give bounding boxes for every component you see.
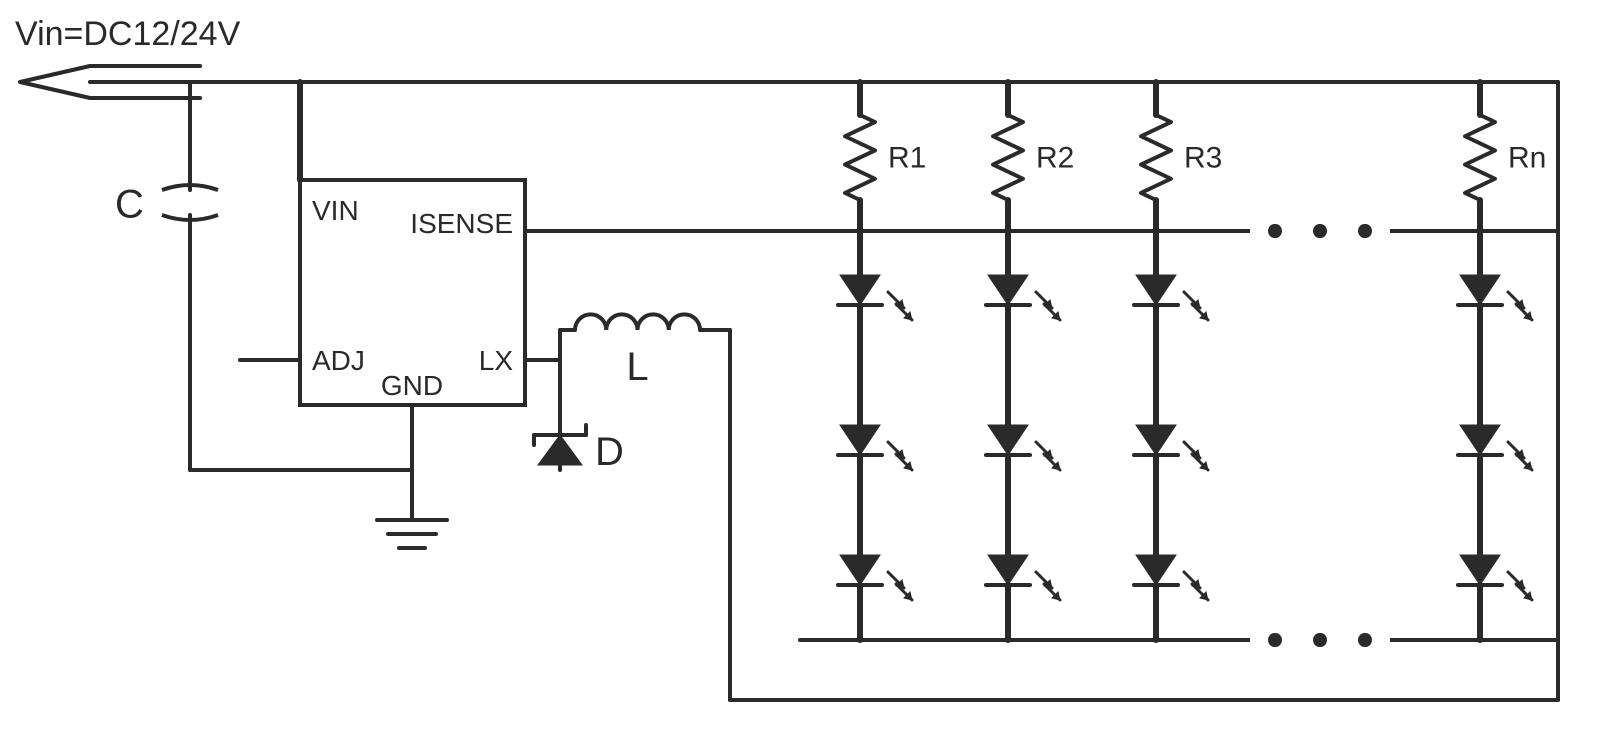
resistor-label: R3: [1184, 142, 1222, 175]
ellipsis-dots: [1250, 224, 1390, 647]
ic-pin-adj: ADJ: [312, 345, 365, 376]
ic-chip: VIN ADJ ISENSE LX GND: [300, 180, 525, 405]
inductor-label: L: [626, 345, 648, 389]
ic-pin-isense: ISENSE: [410, 208, 513, 239]
vin-input: Vin=DC12/24V: [15, 15, 241, 98]
diode-label: D: [595, 430, 624, 474]
circuit-schematic: Vin=DC12/24V C VIN ADJ ISENSE LX GND LD R1 R2 R3 Rn: [0, 0, 1622, 732]
resistor-label: R1: [888, 142, 926, 175]
cap-label: C: [115, 183, 144, 227]
ground: [190, 405, 447, 548]
led-branch: R1: [838, 82, 926, 640]
vin-label: Vin=DC12/24V: [15, 15, 241, 53]
lx-network: LD: [525, 314, 730, 700]
led-branch: Rn: [1458, 82, 1546, 640]
resistor-label: Rn: [1508, 142, 1546, 175]
resistor-label: R2: [1036, 142, 1074, 175]
ic-pin-lx: LX: [479, 345, 514, 376]
led-branch: R3: [1134, 82, 1222, 640]
led-branch: R2: [986, 82, 1074, 640]
ic-pin-vin: VIN: [312, 195, 359, 226]
ic-pin-gnd: GND: [381, 370, 443, 401]
capacitor-C: C: [115, 82, 218, 470]
